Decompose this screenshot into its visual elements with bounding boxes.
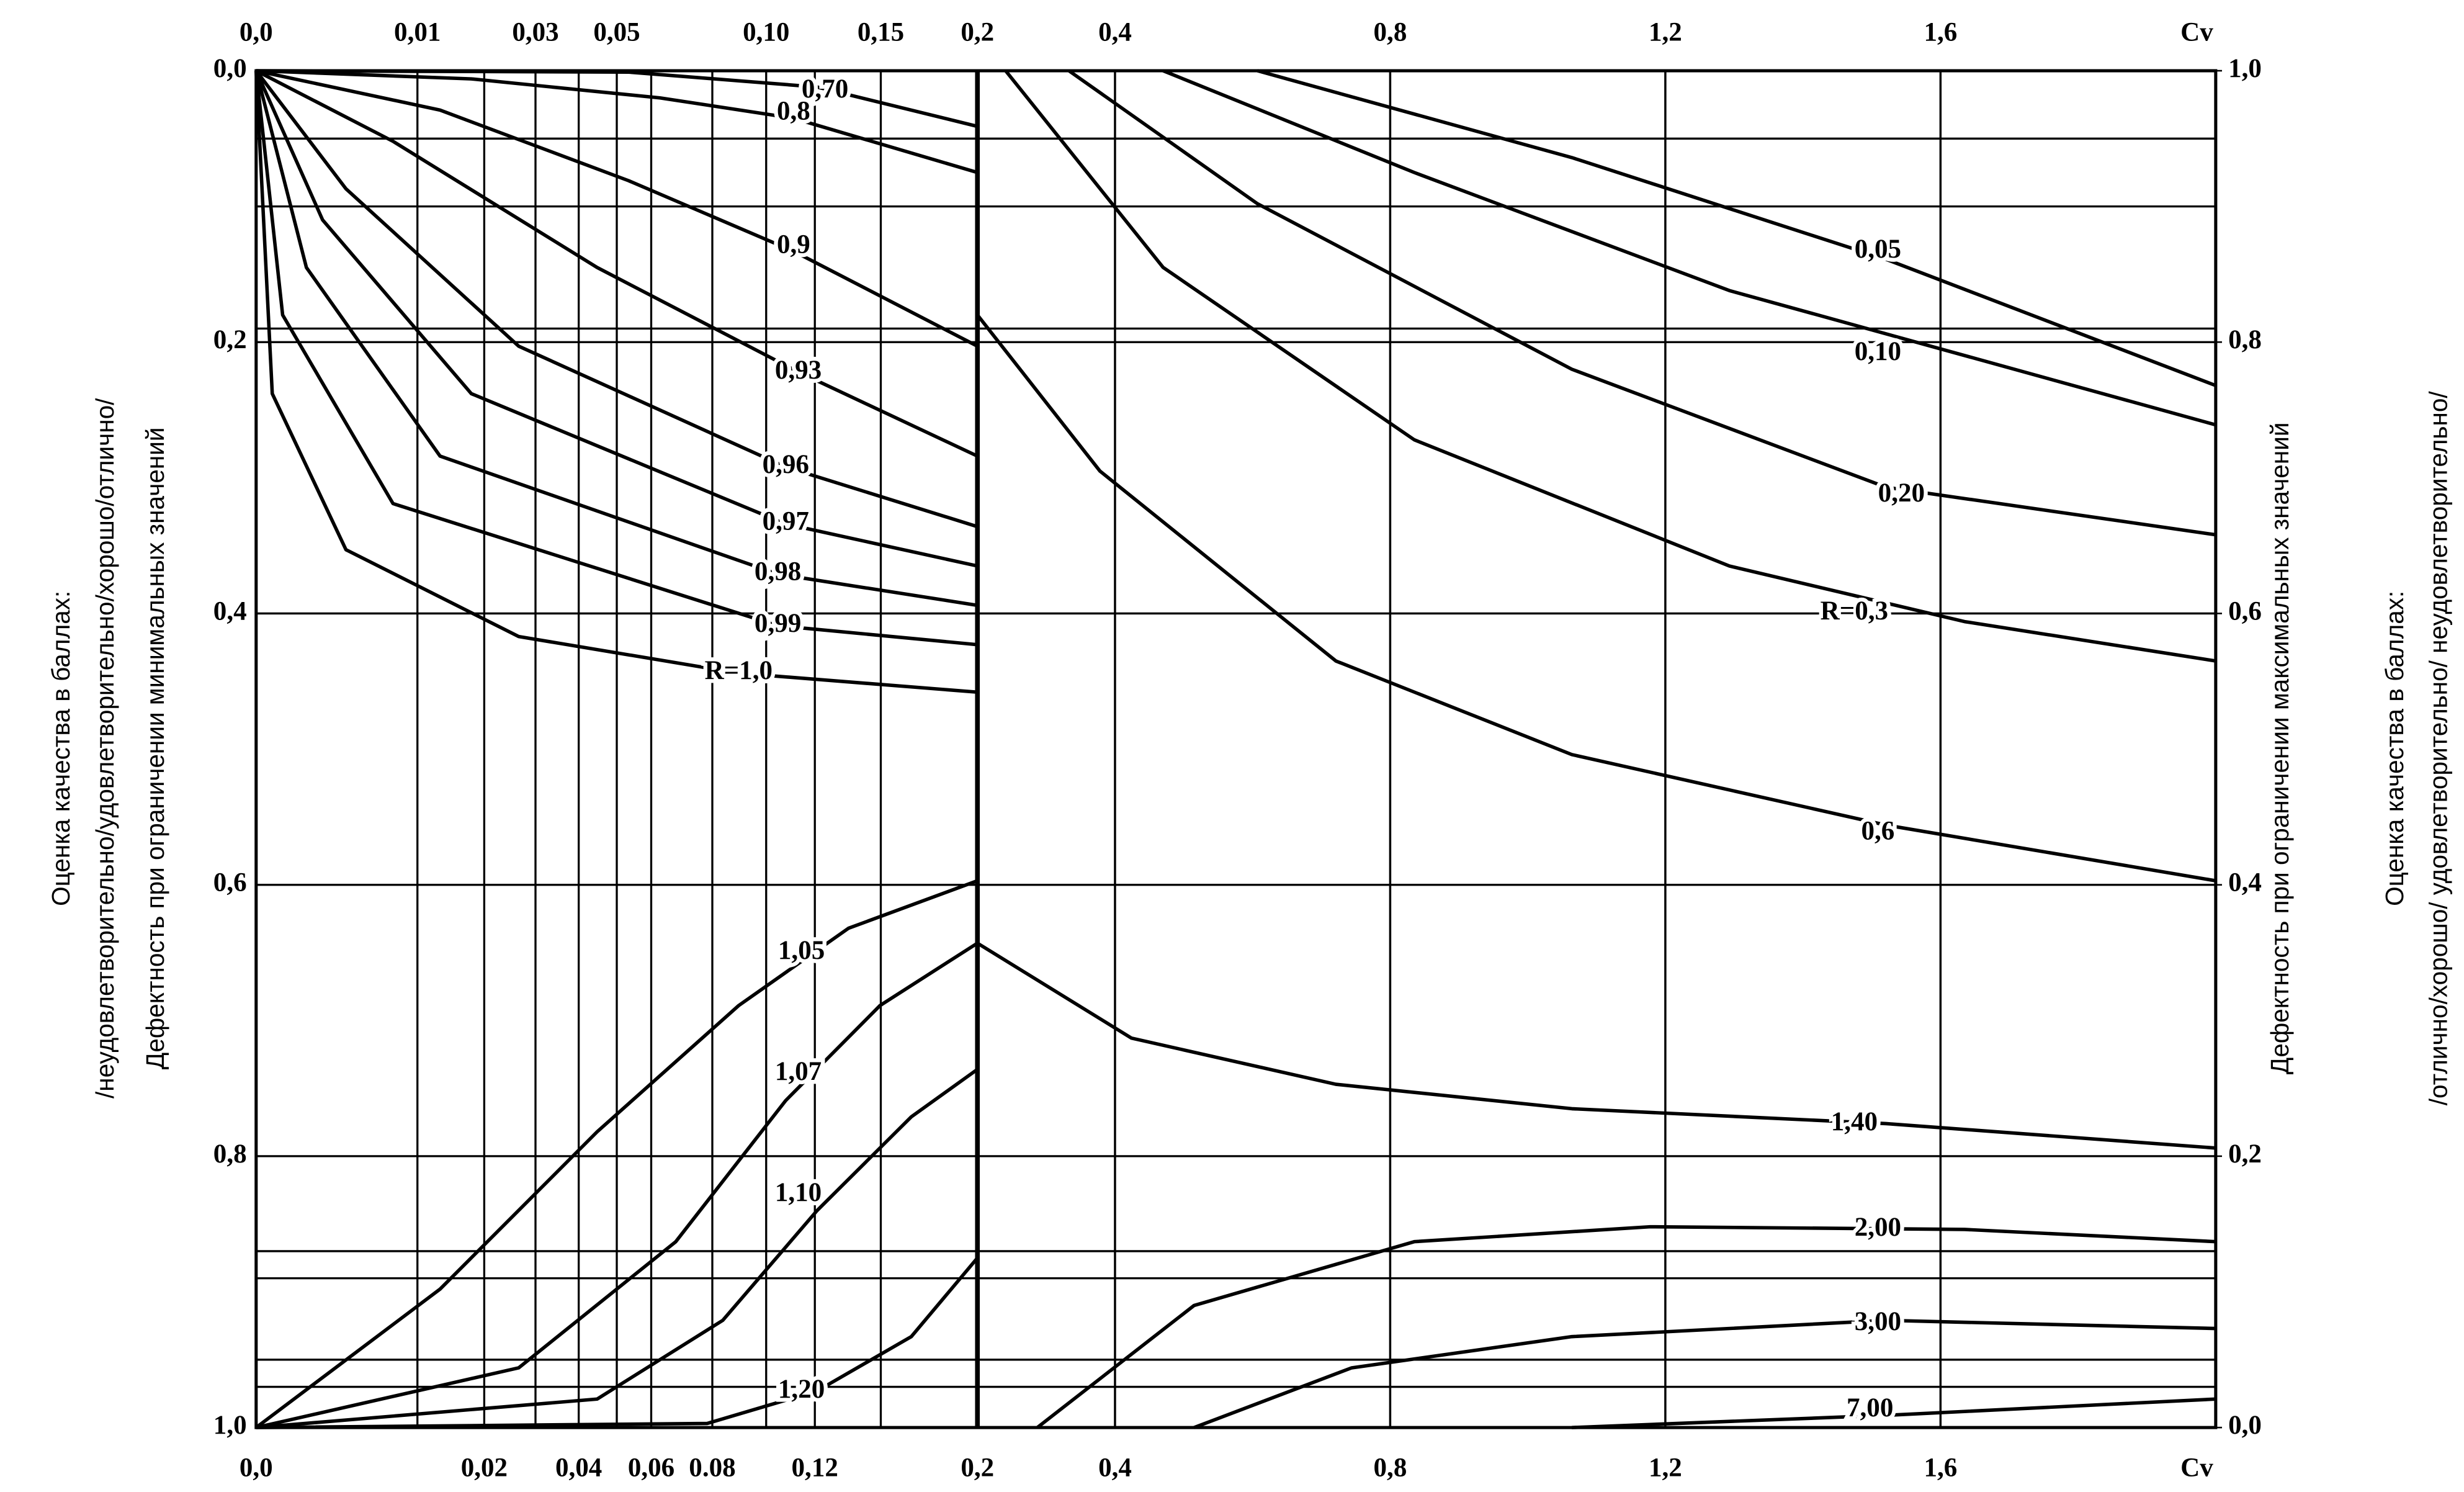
curve	[1572, 1397, 2216, 1429]
x-tick-label: 0,2	[961, 1453, 994, 1482]
curve-label: 1,20	[778, 1375, 825, 1404]
curve-label: 0,9	[777, 230, 810, 259]
curve-label: 2,00	[1855, 1213, 1901, 1242]
x2-tick-label: 1,2	[1649, 18, 1682, 47]
y-tick-label: 1,0	[213, 1411, 247, 1440]
y-axis-title: Дефектность при ограничении минимальных …	[141, 427, 169, 1069]
x-tick-label: 0,06	[628, 1453, 674, 1482]
x-axis-title: Cv	[2180, 1453, 2213, 1482]
curve-label: 1,07	[775, 1057, 822, 1086]
x-tick-label: 0.08	[689, 1453, 735, 1482]
curve-label: 1,40	[1831, 1107, 1878, 1136]
curve-label: 0,99	[755, 609, 801, 638]
curve-label: 0,98	[755, 557, 801, 586]
x2-tick-label: 0,03	[512, 18, 558, 47]
curve	[1036, 1225, 2216, 1429]
curve	[1162, 69, 2216, 427]
y-tick-label: 0,8	[213, 1139, 247, 1169]
x2-tick-label: 0,2	[961, 18, 994, 47]
y2-quality-label: Оценка качества в баллах:	[2380, 591, 2409, 906]
curve	[254, 70, 979, 529]
x-tick-label: 0,0	[240, 1453, 273, 1482]
curve-label: 0,05	[1855, 235, 1901, 264]
curve-label: 7,00	[1847, 1393, 1893, 1422]
y2-tick-label: 0,0	[2228, 1411, 2262, 1440]
curve-label: R=0,3	[1821, 596, 1888, 626]
curve	[254, 70, 978, 568]
curve-label: 0,93	[775, 356, 822, 385]
curve	[256, 69, 978, 128]
y-quality-label: Оценка качества в баллах:	[47, 591, 75, 906]
x2-tick-label: 1,6	[1924, 18, 1957, 47]
x-tick-label: 0,4	[1098, 1453, 1132, 1482]
curve-label: 0,70	[802, 74, 848, 104]
curve-label: 0,10	[1855, 337, 1901, 366]
curve	[256, 1257, 979, 1429]
y2-axis-title: Дефектность при ограничении максимальных…	[2265, 423, 2294, 1075]
curve-label: 1,05	[778, 936, 825, 965]
x-tick-label: 1,2	[1649, 1453, 1682, 1482]
y2-tick-label: 0,8	[2228, 325, 2262, 354]
curve	[254, 70, 978, 647]
y-tick-label: 0,4	[213, 596, 247, 626]
curve	[255, 879, 979, 1429]
curve	[256, 941, 979, 1429]
curve	[1193, 1318, 2216, 1429]
curve-label: 1,10	[775, 1178, 822, 1207]
curve	[256, 69, 979, 174]
x-tick-label: 0,8	[1374, 1453, 1407, 1482]
x2-tick-label: 0,01	[394, 18, 441, 47]
x-tick-label: 0,04	[555, 1453, 602, 1482]
x2-tick-label: 0,05	[593, 18, 640, 47]
x2-tick-label: 0,10	[743, 18, 789, 47]
curve	[976, 941, 2216, 1150]
curve	[256, 69, 979, 348]
x-tick-label: 0,12	[792, 1453, 838, 1482]
x-tick-label: 1,6	[1924, 1453, 1957, 1482]
x2-tick-label: 0,0	[240, 18, 273, 47]
x2-tick-label: 0,4	[1098, 18, 1132, 47]
curve-label: R=1,0	[705, 656, 773, 685]
y2-tick-label: 1,0	[2228, 54, 2262, 83]
curve	[254, 70, 978, 608]
curve	[254, 70, 978, 694]
curve-label: 0,8	[777, 96, 810, 125]
y-quality-label: /неудовлетворительно/удовлетворительно/х…	[91, 398, 119, 1099]
curve-label: 0,6	[1861, 816, 1894, 845]
x2-axis-title: Cv	[2180, 18, 2213, 47]
y2-tick-label: 0,6	[2228, 596, 2262, 626]
x2-tick-label: 0,8	[1374, 18, 1407, 47]
y-tick-label: 0,2	[213, 325, 247, 354]
y2-tick-label: 0,4	[2228, 868, 2262, 897]
x2-tick-label: 0,15	[858, 18, 904, 47]
curve	[976, 313, 2216, 883]
curve-label: 0,96	[763, 450, 809, 479]
x-tick-label: 0,02	[461, 1453, 508, 1482]
curve	[1257, 69, 2216, 387]
y-tick-label: 0,6	[213, 868, 247, 897]
curve-label: 0,20	[1878, 479, 1925, 508]
y2-tick-label: 0,2	[2228, 1139, 2262, 1169]
curve	[256, 1067, 979, 1429]
curve	[1004, 70, 2216, 663]
y-tick-label: 0,0	[213, 54, 247, 83]
y2-quality-label: /отлично/хорошо/ удовлетворительно/ неуд…	[2424, 391, 2453, 1106]
curve-label: 0,97	[763, 506, 809, 536]
curve	[255, 69, 979, 458]
curve-label: 3,00	[1855, 1307, 1901, 1336]
curve	[1068, 69, 2216, 537]
